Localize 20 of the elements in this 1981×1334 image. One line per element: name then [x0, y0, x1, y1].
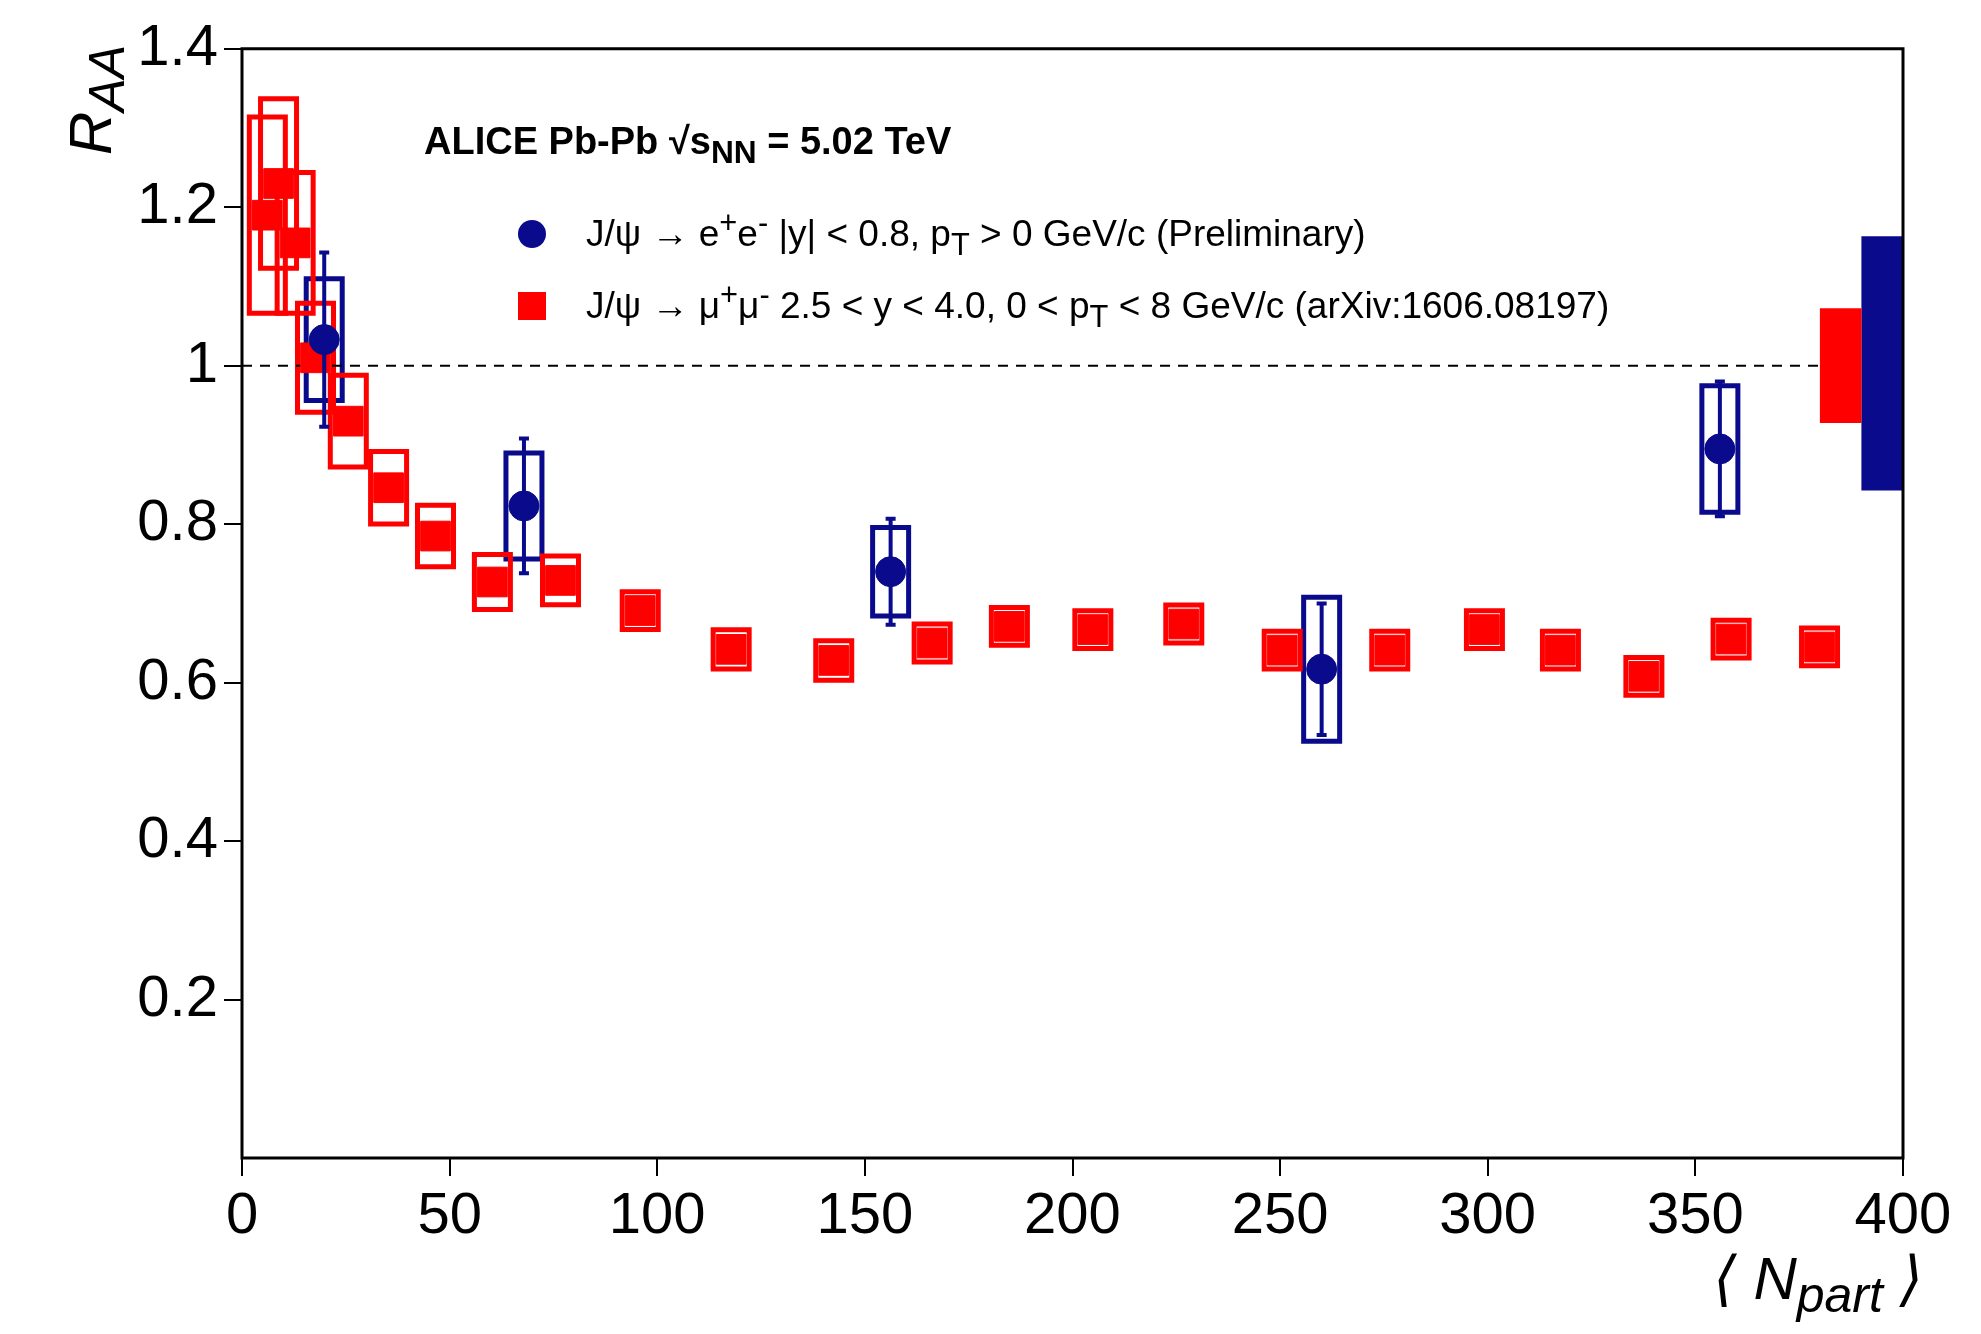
x-tick-label: 200 — [1024, 1179, 1121, 1245]
text: ALICE Pb-Pb √s$_{NN}$ = 5.02 TeV — [424, 120, 952, 171]
y-tick-label: 1.2 — [137, 170, 218, 236]
y-tick-label: 0.4 — [137, 804, 218, 870]
x-tick-label: 400 — [1854, 1179, 1952, 1245]
legend-label: J/ψ → μ$^{+}$μ$^{-}$ 2.5 < y < 4.0, 0 < p$_{T}$ < 8 GeV/c (arXiv:1606.08197) — [586, 277, 1610, 335]
x-tick-label: 150 — [816, 1179, 914, 1245]
x-tick-label: 50 — [417, 1179, 482, 1245]
x-tick-label: 250 — [1231, 1179, 1329, 1245]
legend-label: J/ψ → e$^{+}$e$^{-}$ |y| < 0.8, p$_{T}$ > 0 GeV/c (Preliminary) — [586, 205, 1366, 263]
y-tick-label: 0.6 — [137, 645, 218, 711]
x-tick-label: 100 — [608, 1179, 706, 1245]
y-tick-label: 0.2 — [137, 962, 218, 1028]
x-tick-label: 0 — [225, 1179, 259, 1245]
x-tick-label: 300 — [1439, 1179, 1537, 1245]
y-tick-label: 0.8 — [137, 487, 218, 553]
x-axis-title: ⟨ N$_{part}$ ⟩ — [1713, 1244, 1923, 1324]
x-tick-label: 350 — [1646, 1179, 1744, 1245]
y-tick-label: 1 — [185, 328, 218, 394]
y-tick-label: 1.4 — [137, 11, 218, 77]
